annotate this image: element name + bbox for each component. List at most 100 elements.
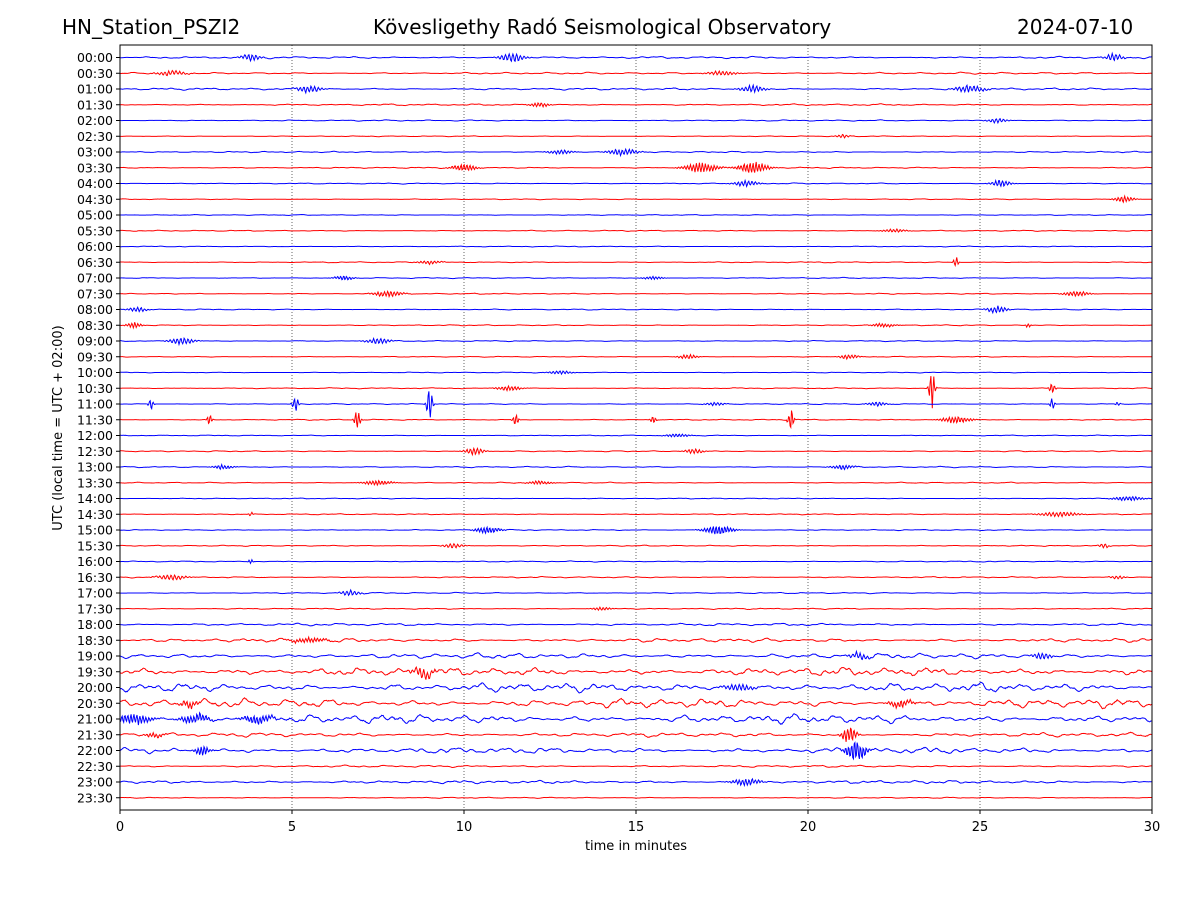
x-tick-label: 20 [800,820,817,835]
trace-08-30 [119,322,1153,330]
trace-18-00 [119,622,1153,627]
y-tick-label: 13:00 [77,460,113,475]
y-tick-label: 02:00 [77,113,113,128]
trace-06-00 [119,245,1153,248]
y-tick-label: 04:30 [77,192,113,207]
y-tick-label: 16:00 [77,554,113,569]
trace-19-00 [119,649,1153,661]
y-tick-label: 05:30 [77,223,113,238]
y-tick-label: 08:30 [77,318,113,333]
x-ticks: 0 5 10 15 20 25 30 [116,810,1160,835]
trace-13-30 [119,479,1153,487]
trace-07-30 [119,289,1153,299]
y-tick-label: 09:30 [77,349,113,364]
trace-09-00 [119,337,1153,347]
y-tick-label: 00:30 [77,66,113,81]
trace-06-30 [119,257,1153,268]
y-tick-label: 19:00 [77,649,113,664]
y-tick-label: 17:00 [77,586,113,601]
trace-14-30 [119,511,1153,518]
y-tick-label: 22:30 [77,759,113,774]
trace-07-00 [119,275,1152,281]
y-tick-label: 12:30 [77,444,113,459]
y-tick-label: 01:00 [77,82,113,97]
y-tick-labels: 00:0000:3001:0001:3002:0002:3003:0003:30… [77,50,120,805]
trace-17-00 [120,588,1153,597]
y-tick-label: 10:00 [77,365,113,380]
trace-10-00 [119,370,1152,376]
trace-15-00 [119,525,1152,535]
x-tick-label: 0 [116,820,124,835]
trace-04-30 [119,194,1153,204]
trace-15-30 [119,542,1153,549]
trace-20-30 [119,697,1153,710]
y-tick-label: 20:00 [77,680,113,695]
x-tick-label: 5 [288,820,296,835]
trace-09-30 [119,353,1153,361]
y-tick-label: 01:30 [77,97,113,112]
trace-02-30 [120,133,1153,139]
trace-12-00 [119,433,1153,438]
trace-00-30 [119,69,1153,77]
trace-21-00 [119,711,1153,726]
trace-22-30 [119,764,1153,769]
trace-18-30 [119,635,1153,645]
trace-lines [119,51,1153,799]
trace-01-30 [119,102,1153,109]
y-tick-label: 15:00 [77,523,113,538]
trace-04-00 [120,178,1153,188]
trace-14-00 [119,495,1153,502]
x-tick-label: 15 [628,820,645,835]
trace-10-30 [119,376,1153,409]
y-tick-label: 19:30 [77,664,113,679]
y-tick-label: 04:00 [77,176,113,191]
y-tick-label: 16:30 [77,570,113,585]
trace-22-00 [119,741,1153,761]
y-tick-label: 09:00 [77,334,113,349]
plot-frame [119,44,1153,811]
y-tick-label: 12:00 [77,428,113,443]
y-tick-label: 08:00 [77,302,113,317]
trace-19-30 [119,665,1153,680]
y-tick-label: 06:00 [77,239,113,254]
trace-17-30 [119,606,1153,612]
trace-23-30 [119,796,1153,799]
y-tick-label: 06:30 [77,255,113,270]
y-tick-label: 10:30 [77,381,113,396]
y-tick-label: 15:30 [77,538,113,553]
trace-02-00 [119,117,1153,125]
x-tick-label: 25 [972,820,989,835]
station-name: HN_Station_PSZI2 [62,15,241,39]
y-tick-label: 23:00 [77,775,113,790]
y-tick-label: 14:00 [77,491,113,506]
trace-12-30 [119,446,1153,457]
y-tick-label: 03:30 [77,160,113,175]
trace-00-00 [119,51,1153,63]
y-tick-label: 23:30 [77,790,113,805]
y-tick-label: 03:00 [77,145,113,160]
trace-13-00 [119,463,1153,471]
x-axis-label: time in minutes [585,839,687,854]
y-axis-label: UTC (local time = UTC + 02:00) [51,325,66,530]
y-tick-label: 07:00 [77,271,113,286]
trace-11-30 [119,410,1153,430]
y-tick-label: 22:00 [77,743,113,758]
y-tick-label: 11:30 [77,412,113,427]
trace-16-30 [119,574,1153,581]
y-tick-label: 21:00 [77,712,113,727]
y-tick-label: 17:30 [77,601,113,616]
y-tick-label: 11:00 [77,397,113,412]
y-tick-label: 00:00 [77,50,113,65]
chart-title: Kövesligethy Radó Seismological Observat… [373,15,832,39]
y-tick-label: 14:30 [77,507,113,522]
trace-08-00 [119,305,1153,315]
grid-lines [291,45,981,810]
y-tick-label: 07:30 [77,286,113,301]
trace-01-00 [119,83,1153,95]
trace-16-00 [119,558,1153,565]
y-tick-label: 13:30 [77,475,113,490]
trace-20-00 [119,681,1153,694]
y-tick-label: 18:30 [77,633,113,648]
y-tick-label: 20:30 [77,696,113,711]
